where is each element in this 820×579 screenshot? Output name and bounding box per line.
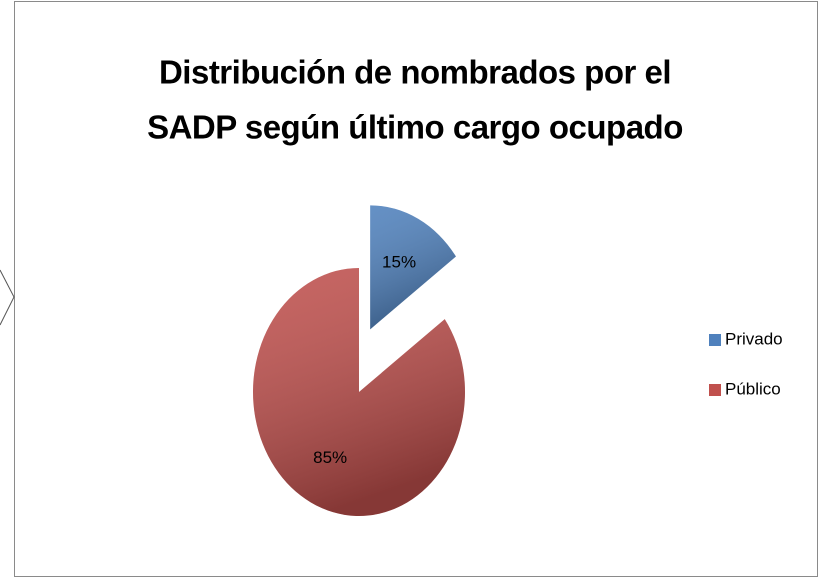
data-label: 15% [382,253,416,272]
slice-shading [252,268,465,516]
legend-label: Privado [725,329,783,348]
legend-swatch [709,384,721,396]
chart-title: SADP según último cargo ocupado [147,109,683,146]
legend-swatch [709,334,721,346]
chart-title: Distribución de nombrados por el [159,54,671,91]
legend-label: Público [725,379,781,398]
slice-shading [370,205,456,330]
side-handle [0,269,15,326]
data-label: 85% [313,448,347,467]
